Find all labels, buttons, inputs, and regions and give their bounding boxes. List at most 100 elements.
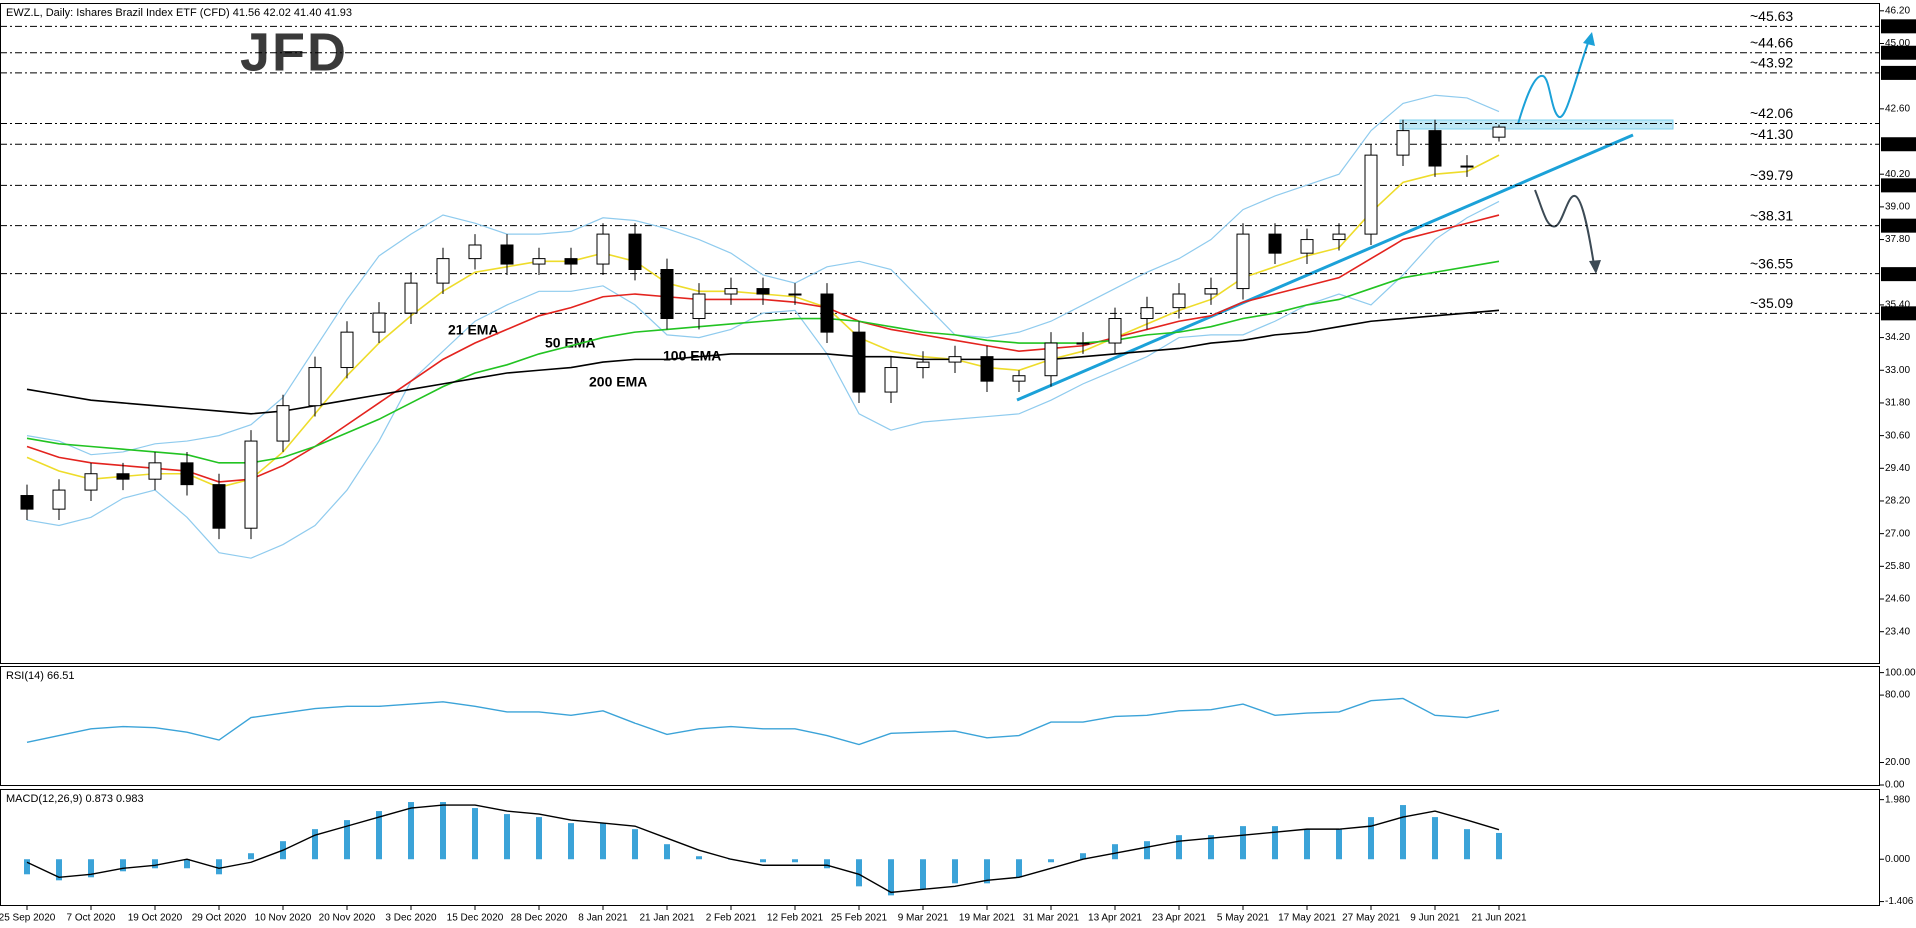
candle-body bbox=[724, 288, 738, 295]
y-tick-label: 39.00 bbox=[1885, 202, 1910, 213]
main-panel-frame bbox=[0, 3, 1880, 664]
chart-title: MACD(12,26,9) 0.873 0.983 bbox=[6, 793, 144, 805]
candle-body bbox=[84, 473, 98, 491]
histogram-bar bbox=[56, 859, 62, 881]
bearish-arrowhead bbox=[1589, 260, 1601, 274]
y-tick-label: 0.00 bbox=[1885, 780, 1905, 791]
x-tick-label: 5 May 2021 bbox=[1217, 913, 1270, 924]
level-label: ~38.31 bbox=[1750, 207, 1793, 223]
histogram-bar bbox=[568, 823, 574, 860]
series-label: 21 EMA bbox=[448, 322, 499, 338]
price-box-label: 39.79 bbox=[1883, 180, 1908, 191]
histogram-bar bbox=[760, 859, 766, 863]
histogram-bar bbox=[920, 859, 926, 890]
candle-body bbox=[1268, 233, 1282, 254]
price-box bbox=[1881, 65, 1916, 80]
x-tick-label: 23 Apr 2021 bbox=[1152, 913, 1206, 924]
histogram-bar bbox=[1112, 844, 1118, 860]
histogram-bar bbox=[1240, 826, 1246, 860]
histogram-bar bbox=[24, 859, 30, 875]
candle-body bbox=[1236, 233, 1250, 290]
histogram-bar bbox=[1304, 829, 1310, 860]
histogram-bar bbox=[1048, 859, 1054, 863]
histogram-bar bbox=[600, 823, 606, 860]
price-box bbox=[1881, 218, 1916, 233]
candle-body bbox=[244, 440, 258, 529]
bullish-arrowhead bbox=[1583, 32, 1595, 46]
y-tick-label: 29.40 bbox=[1885, 463, 1910, 474]
x-tick-label: 25 Feb 2021 bbox=[831, 913, 888, 924]
series-line bbox=[26, 697, 1500, 746]
x-tick-label: 3 Dec 2020 bbox=[385, 913, 437, 924]
candle-body bbox=[308, 367, 322, 407]
candle-body bbox=[1364, 154, 1378, 235]
candle-body bbox=[276, 405, 290, 442]
x-tick-label: 28 Dec 2020 bbox=[511, 913, 568, 924]
candle-body bbox=[500, 244, 514, 265]
candle-body bbox=[852, 331, 866, 393]
histogram-bar bbox=[408, 802, 414, 860]
histogram-bar bbox=[1432, 817, 1438, 860]
histogram-bar bbox=[120, 859, 126, 872]
y-tick-label: 33.00 bbox=[1885, 365, 1910, 376]
x-tick-label: 19 Oct 2020 bbox=[128, 913, 183, 924]
candle-body bbox=[596, 233, 610, 265]
candle-body bbox=[116, 473, 130, 480]
y-tick-label: 80.00 bbox=[1885, 690, 1910, 701]
candle-body bbox=[820, 293, 834, 333]
price-box bbox=[1881, 45, 1916, 60]
level-label: ~43.92 bbox=[1750, 55, 1793, 71]
y-tick-label: 27.00 bbox=[1885, 528, 1910, 539]
histogram-bar bbox=[1144, 841, 1150, 860]
y-tick-label: 40.20 bbox=[1885, 169, 1910, 180]
price-box bbox=[1881, 306, 1916, 321]
candle-body bbox=[1108, 318, 1122, 344]
candle-body bbox=[1460, 165, 1474, 168]
candle-body bbox=[1428, 130, 1442, 167]
series-label: 100 EMA bbox=[663, 348, 721, 364]
x-tick-label: 27 May 2021 bbox=[1342, 913, 1400, 924]
histogram-bar bbox=[1400, 805, 1406, 860]
histogram-bar bbox=[1496, 832, 1502, 860]
rsi-panel-frame bbox=[0, 666, 1880, 786]
candle-body bbox=[1204, 288, 1218, 295]
x-tick-label: 2 Feb 2021 bbox=[706, 913, 757, 924]
histogram-bar bbox=[856, 859, 862, 887]
level-label: ~45.63 bbox=[1750, 8, 1793, 24]
histogram-bar bbox=[1272, 826, 1278, 860]
candle-body bbox=[1172, 293, 1186, 309]
candle-body bbox=[148, 462, 162, 480]
y-tick-label: 34.20 bbox=[1885, 332, 1910, 343]
candle-body bbox=[1332, 233, 1346, 241]
trendline bbox=[1016, 133, 1634, 402]
x-tick-label: 17 May 2021 bbox=[1278, 913, 1336, 924]
histogram-bar bbox=[632, 829, 638, 860]
series-label: 200 EMA bbox=[589, 374, 647, 390]
candle-body bbox=[340, 331, 354, 369]
candle-body bbox=[404, 282, 418, 314]
histogram-bar bbox=[504, 814, 510, 860]
candle-body bbox=[692, 293, 706, 320]
price-box-label: 43.92 bbox=[1883, 68, 1908, 79]
candle-body bbox=[884, 367, 898, 393]
x-tick-label: 25 Sep 2020 bbox=[0, 913, 56, 924]
y-tick-label: 31.80 bbox=[1885, 398, 1910, 409]
histogram-bar bbox=[1208, 835, 1214, 860]
histogram-bar bbox=[472, 808, 478, 860]
candle-body bbox=[628, 233, 642, 271]
level-label: ~41.30 bbox=[1750, 126, 1793, 142]
y-tick-label: 35.40 bbox=[1885, 300, 1910, 311]
price-box-label: 45.63 bbox=[1883, 21, 1908, 32]
y-tick-label: 23.40 bbox=[1885, 626, 1910, 637]
y-tick-label: 1.980 bbox=[1885, 794, 1910, 805]
candle-body bbox=[1012, 375, 1026, 382]
y-tick-label: 100.00 bbox=[1885, 667, 1916, 678]
bearish-path-arrow bbox=[1534, 189, 1595, 266]
histogram-bar bbox=[312, 829, 318, 860]
candle-body bbox=[1492, 126, 1506, 138]
y-tick-label: 45.00 bbox=[1885, 38, 1910, 49]
histogram-bar bbox=[664, 844, 670, 860]
series-line bbox=[26, 94, 1500, 456]
price-box-label: 35.09 bbox=[1883, 308, 1908, 319]
